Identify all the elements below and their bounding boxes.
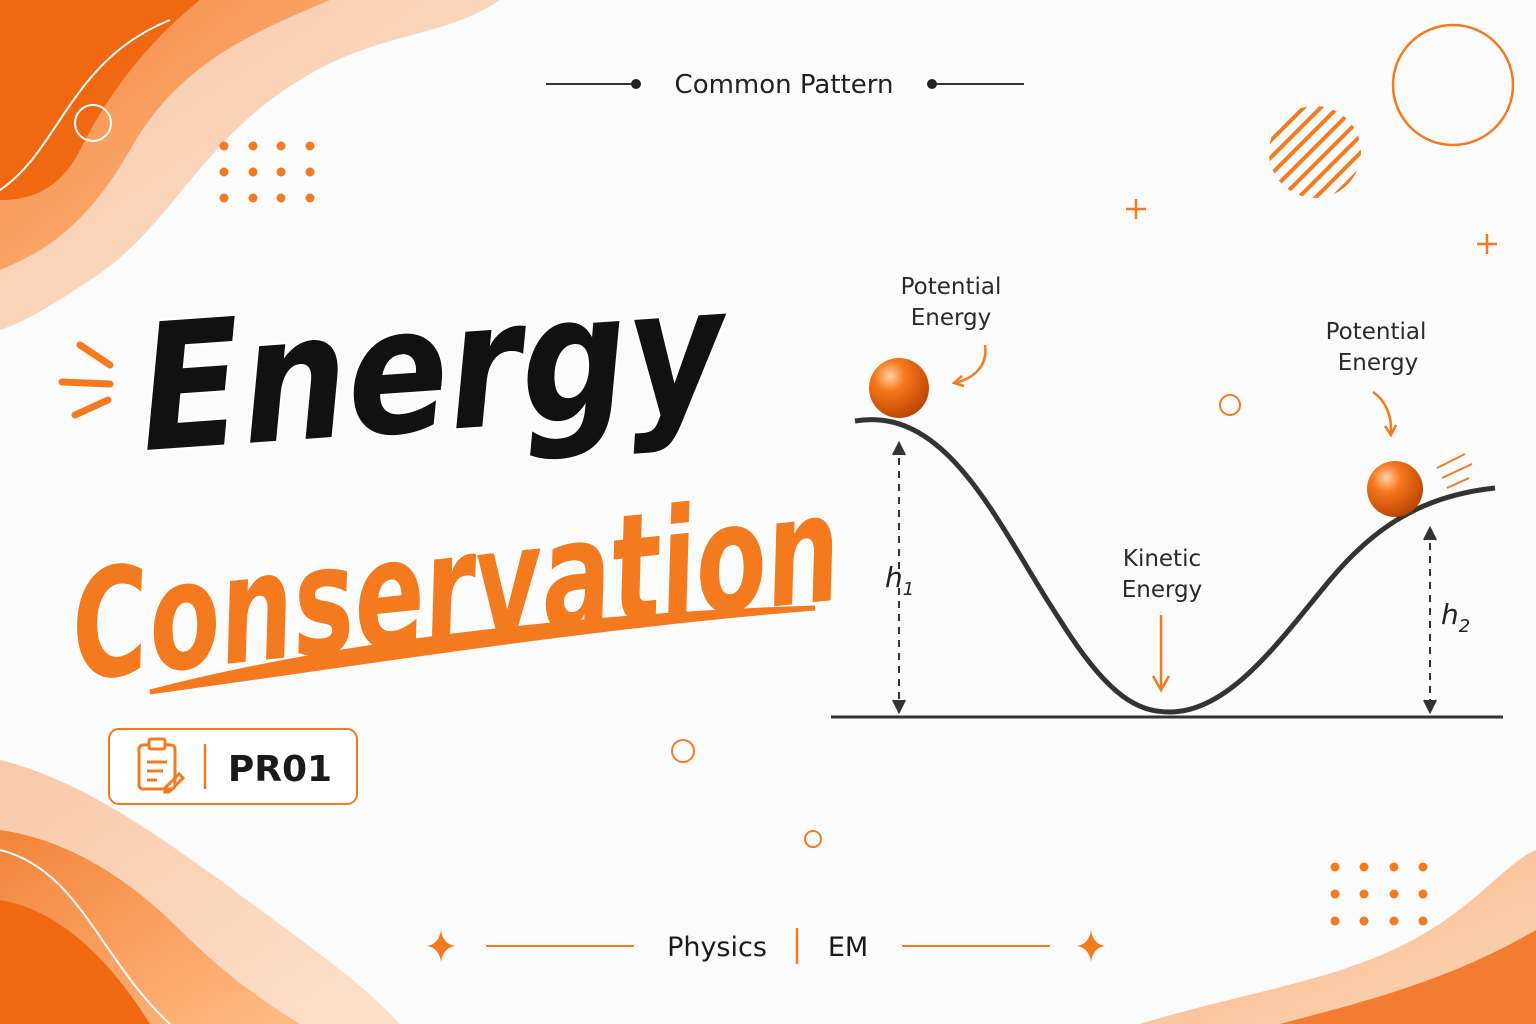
decoration bbox=[248, 193, 258, 203]
decoration bbox=[892, 440, 906, 715]
decoration bbox=[1423, 525, 1437, 715]
potential-left-line2: Energy bbox=[911, 305, 992, 331]
potential-right-line2: Energy bbox=[1338, 350, 1419, 376]
decoration bbox=[74, 104, 112, 142]
decoration bbox=[248, 141, 258, 151]
h1-label: h1 bbox=[885, 561, 914, 600]
decoration bbox=[1330, 916, 1340, 926]
decoration bbox=[108, 728, 358, 805]
decoration bbox=[58, 378, 114, 388]
badge: PR01 bbox=[108, 728, 358, 805]
decoration bbox=[0, 19, 171, 191]
decoration bbox=[1359, 889, 1369, 899]
decoration bbox=[1330, 889, 1340, 899]
decoration bbox=[305, 167, 315, 177]
wave-bottom-left bbox=[0, 760, 400, 1024]
h1-subscript: 1 bbox=[903, 579, 914, 600]
decoration bbox=[1389, 916, 1399, 926]
title-underline bbox=[149, 605, 816, 695]
track bbox=[854, 417, 1496, 715]
decoration bbox=[219, 141, 229, 151]
decoration bbox=[58, 341, 114, 419]
ball-left bbox=[869, 358, 929, 418]
decoration bbox=[305, 141, 315, 151]
decoration bbox=[163, 771, 186, 794]
decoration bbox=[147, 760, 167, 782]
decoration bbox=[1418, 916, 1428, 926]
decoration bbox=[671, 739, 695, 763]
decoration bbox=[1418, 862, 1428, 872]
decoration bbox=[276, 193, 286, 203]
decoration bbox=[1436, 453, 1473, 489]
decoration bbox=[0, 0, 200, 200]
decoration bbox=[71, 396, 112, 419]
decoration bbox=[1372, 390, 1393, 434]
decoration bbox=[219, 193, 229, 203]
potential-left-line1: Potential bbox=[901, 274, 1002, 300]
footer-subject: Physics bbox=[667, 932, 767, 963]
decoration bbox=[219, 141, 1428, 926]
decoration bbox=[76, 341, 114, 369]
decoration bbox=[1330, 862, 1340, 872]
kinetic-line2: Energy bbox=[1122, 577, 1203, 603]
footer: Physics EM bbox=[427, 928, 1105, 964]
decoration bbox=[1269, 106, 1361, 198]
decoration bbox=[137, 737, 186, 794]
decoration bbox=[1151, 675, 1171, 693]
badge-code: PR01 bbox=[228, 749, 332, 790]
decoration bbox=[147, 737, 167, 751]
decoration bbox=[0, 849, 171, 1024]
h2-symbol: h bbox=[1441, 598, 1459, 631]
label-arrows bbox=[951, 344, 1398, 693]
decoration bbox=[305, 193, 315, 203]
decoration bbox=[1219, 394, 1241, 416]
h2-label: h2 bbox=[1441, 598, 1470, 637]
decoration bbox=[276, 141, 286, 151]
header: Common Pattern bbox=[546, 70, 1024, 100]
footer-topic: EM bbox=[828, 932, 868, 963]
diagram: Potential Energy Potential Energy Kineti… bbox=[831, 274, 1503, 719]
h1-symbol: h bbox=[885, 561, 903, 594]
decoration bbox=[954, 344, 987, 385]
decoration bbox=[1477, 234, 1497, 254]
ball-right bbox=[1367, 461, 1423, 517]
decoration bbox=[248, 167, 258, 177]
decoration bbox=[1359, 862, 1369, 872]
h2-subscript: 2 bbox=[1459, 616, 1470, 637]
decoration bbox=[1126, 199, 1497, 254]
decoration bbox=[1280, 930, 1536, 1024]
decoration bbox=[631, 79, 641, 89]
wave-bottom-right bbox=[1140, 850, 1536, 1024]
decoration bbox=[1126, 199, 1146, 219]
motion-lines bbox=[1436, 453, 1473, 489]
potential-right-line1: Potential bbox=[1326, 319, 1427, 345]
decoration bbox=[927, 79, 937, 89]
wave-top-left bbox=[0, 0, 500, 330]
decoration bbox=[1383, 424, 1398, 438]
decoration bbox=[951, 375, 965, 388]
decoration bbox=[1389, 889, 1399, 899]
decoration bbox=[276, 167, 286, 177]
title-line1: Energy bbox=[133, 248, 737, 492]
kinetic-line1: Kinetic bbox=[1123, 546, 1201, 572]
height-arrows bbox=[892, 440, 1437, 715]
decoration bbox=[1359, 916, 1369, 926]
decoration bbox=[219, 167, 229, 177]
decoration bbox=[1391, 23, 1515, 147]
decorations bbox=[58, 23, 1515, 926]
decoration bbox=[804, 830, 822, 848]
header-label: Common Pattern bbox=[675, 70, 894, 100]
decoration bbox=[0, 900, 150, 1024]
decoration bbox=[1389, 862, 1399, 872]
decoration bbox=[1077, 930, 1105, 962]
decoration bbox=[1418, 889, 1428, 899]
decoration bbox=[427, 930, 455, 962]
